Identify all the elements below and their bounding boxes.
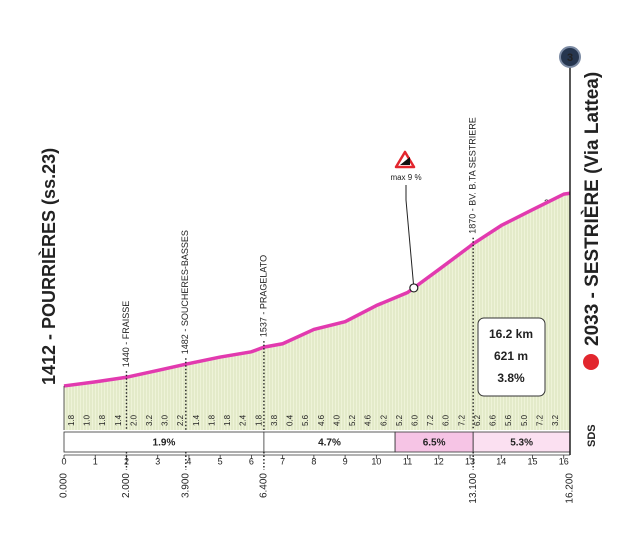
waypoint-label: 1537 - PRAGELATO bbox=[258, 255, 268, 337]
gradient-number: 5.2 bbox=[348, 414, 357, 426]
gradient-number: 1.0 bbox=[83, 414, 92, 426]
gradient-number: 6.0 bbox=[442, 414, 451, 426]
gradient-number: 6.0 bbox=[410, 414, 419, 426]
max-gradient-point bbox=[409, 283, 419, 293]
profile-line bbox=[63, 191, 571, 388]
gradient-number: 4.6 bbox=[317, 414, 326, 426]
summary-line: 621 m bbox=[494, 349, 528, 363]
gradient-number: 6.2 bbox=[379, 414, 388, 426]
max-gradient-label: max 9 % bbox=[390, 173, 421, 182]
gradient-number: 5.2 bbox=[395, 414, 404, 426]
segment-label: 6.5% bbox=[423, 438, 446, 449]
start-label: 1412 - POURRIÈRES (ss.23) bbox=[38, 148, 59, 385]
gradient-number: 6.6 bbox=[489, 414, 498, 426]
x-tick-label: 7 bbox=[280, 456, 285, 466]
gradient-number: 1.8 bbox=[254, 414, 263, 426]
gradient-number: 7.2 bbox=[535, 414, 544, 426]
finish-icon bbox=[583, 354, 599, 370]
gradient-number: 1.4 bbox=[192, 414, 201, 426]
x-tick-label: 12 bbox=[434, 456, 444, 466]
gradient-number: 1.8 bbox=[223, 414, 232, 426]
stage-number: 3 bbox=[567, 52, 573, 64]
gradient-number: 5.6 bbox=[301, 414, 310, 426]
x-tick-label: 5 bbox=[218, 456, 223, 466]
summary-line: 16.2 km bbox=[489, 327, 533, 341]
x-tick-label: 13 bbox=[465, 456, 475, 466]
gradient-number: 2.2 bbox=[176, 414, 185, 426]
x-tick-label: 0 bbox=[61, 456, 66, 466]
distance-label: 13.100 bbox=[468, 473, 479, 504]
waypoint-label: 1482 - SOUCHERES-BASSES bbox=[180, 230, 190, 354]
distance-label: 2.000 bbox=[121, 473, 132, 498]
finish-label: 2033 - SESTRIÈRE (Via Lattea) bbox=[581, 72, 603, 346]
x-tick-label: 10 bbox=[371, 456, 381, 466]
x-tick-label: 6 bbox=[249, 456, 254, 466]
waypoint-label: 1870 - BV. B.TA SESTRIERE bbox=[468, 117, 478, 234]
summary-box bbox=[477, 317, 546, 397]
gradient-number: 4.6 bbox=[364, 414, 373, 426]
gradient-number: 1.8 bbox=[67, 414, 76, 426]
gradient-number: 1.4 bbox=[114, 414, 123, 426]
summary-line: 3.8% bbox=[497, 371, 525, 385]
gradient-number: 7.2 bbox=[426, 414, 435, 426]
waypoint-label: 1440 - FRAISSE bbox=[121, 301, 131, 368]
distance-label: 0.000 bbox=[59, 473, 70, 498]
segment-label: 1.9% bbox=[153, 438, 176, 449]
gradient-number: 3.2 bbox=[145, 414, 154, 426]
gradient-number: 3.0 bbox=[161, 414, 170, 426]
gradient-number: 1.8 bbox=[98, 414, 107, 426]
gradient-number: 5.6 bbox=[504, 414, 513, 426]
distance-label: 6.400 bbox=[259, 473, 270, 498]
gradient-number: 5.0 bbox=[520, 414, 529, 426]
gradient-number: 0.4 bbox=[286, 414, 295, 426]
gradient-number: 2.4 bbox=[239, 414, 248, 426]
gradient-number: 4.0 bbox=[332, 414, 341, 426]
logo: SDS bbox=[586, 424, 598, 447]
x-tick-label: 8 bbox=[311, 456, 316, 466]
distance-label: 3.900 bbox=[180, 473, 191, 498]
x-tick-label: 4 bbox=[186, 456, 191, 466]
max-gradient-leader bbox=[405, 185, 415, 288]
x-tick-label: 14 bbox=[496, 456, 506, 466]
gradient-number: 1.8 bbox=[207, 414, 216, 426]
x-tick-label: 2 bbox=[124, 456, 129, 466]
distance-label: 16.200 bbox=[565, 473, 576, 504]
profile-hatch bbox=[64, 193, 570, 430]
gradient-number: 3.8 bbox=[270, 414, 279, 426]
gradient-number: 7.2 bbox=[457, 414, 466, 426]
x-tick-label: 15 bbox=[528, 456, 538, 466]
x-tick-label: 3 bbox=[155, 456, 160, 466]
x-tick-label: 9 bbox=[343, 456, 348, 466]
warning-slope bbox=[400, 157, 410, 165]
gradient-number: 6.2 bbox=[473, 414, 482, 426]
gradient-number: 3.2 bbox=[551, 414, 560, 426]
x-tick-label: 11 bbox=[403, 456, 412, 466]
gradient-number: 2.0 bbox=[129, 414, 138, 426]
segment-label: 4.7% bbox=[318, 438, 341, 449]
stage-badge bbox=[559, 46, 581, 68]
segment-label: 5.3% bbox=[510, 438, 533, 449]
x-tick-label: 1 bbox=[93, 456, 98, 466]
x-tick-label: 16 bbox=[559, 456, 569, 466]
